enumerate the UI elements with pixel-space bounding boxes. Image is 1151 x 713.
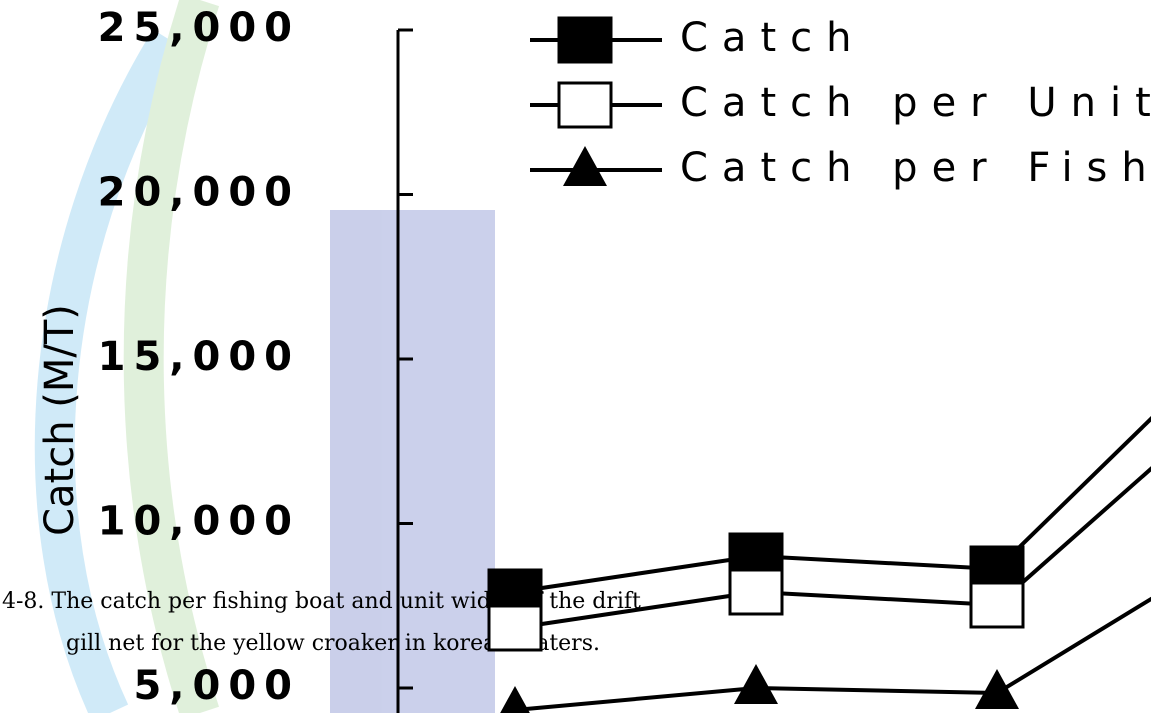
y-axis-label: Catch (M/T) (37, 304, 83, 536)
legend-label: Catch (680, 15, 865, 61)
legend-label: Catch per Fish (680, 145, 1151, 191)
marker (559, 18, 611, 62)
marker (730, 570, 782, 614)
marker (971, 583, 1023, 627)
marker (734, 664, 778, 704)
series-line (515, 546, 1151, 710)
y-tick-label: 5,000 (133, 663, 300, 709)
marker (489, 606, 541, 650)
marker (563, 146, 607, 186)
y-tick-label: 25,000 (98, 5, 300, 51)
y-tick-label: 20,000 (98, 170, 300, 216)
legend-label: Catch per Unit (680, 80, 1151, 126)
chart: Catch (M/T) 4-8. The catch per fishing b… (0, 0, 1151, 713)
marker (975, 669, 1019, 709)
y-tick-label: 15,000 (98, 334, 300, 380)
caption: 4-8. The catch per fishing boat and unit… (2, 589, 641, 614)
marker (559, 83, 611, 127)
y-tick-label: 10,000 (98, 498, 300, 544)
